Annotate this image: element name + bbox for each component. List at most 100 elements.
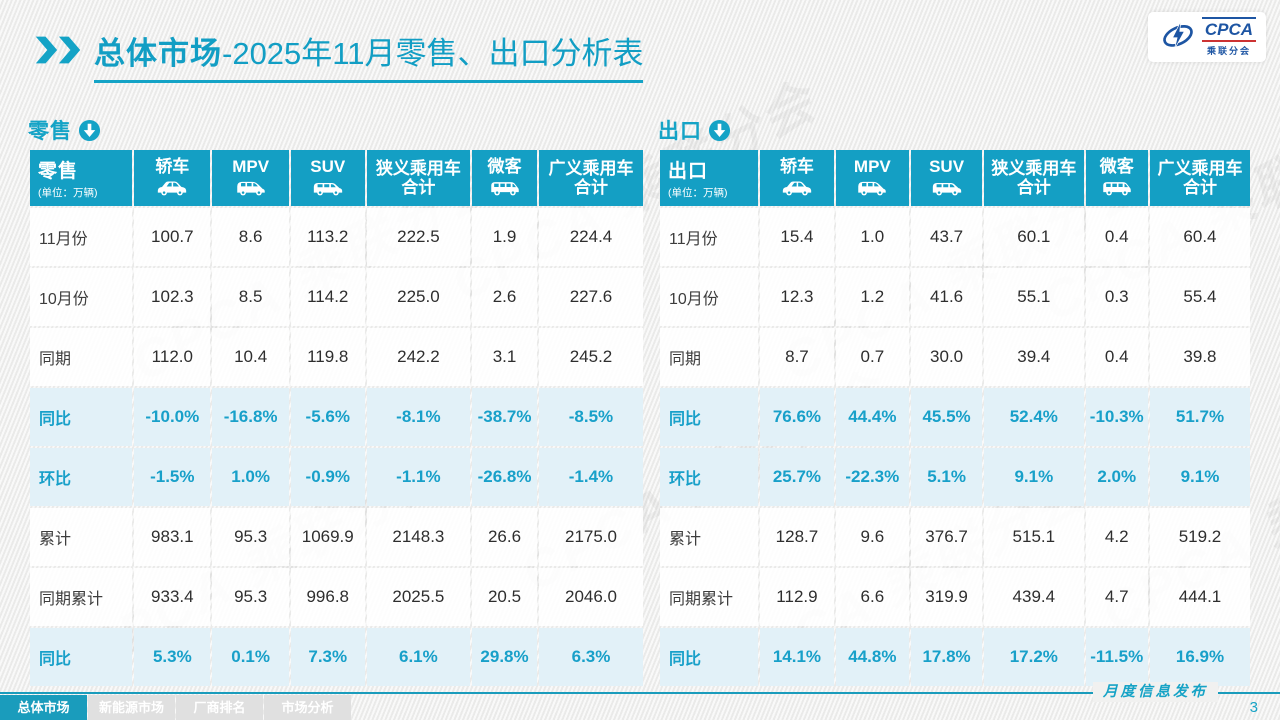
- value-cell: 2148.3: [366, 508, 471, 566]
- tab-nev-market[interactable]: 新能源市场: [88, 695, 175, 720]
- value-cell: 55.1: [984, 268, 1084, 326]
- value-cell: 45.5%: [911, 388, 983, 446]
- logo-text: CPCA: [1201, 17, 1257, 42]
- value-cell: -8.1%: [366, 388, 471, 446]
- double-chevron-icon: [34, 28, 82, 74]
- value-cell: -1.5%: [134, 448, 211, 506]
- value-cell: 15.4: [760, 208, 834, 266]
- value-cell: 39.8: [1149, 328, 1250, 386]
- value-cell: 2025.5: [366, 568, 471, 626]
- value-cell: 225.0: [366, 268, 471, 326]
- value-cell: 2046.0: [538, 568, 643, 626]
- value-cell: 6.3%: [538, 628, 643, 686]
- value-cell: 8.6: [212, 208, 289, 266]
- table-row: 同期累计 112.9 6.6 319.9 439.4 4.7 444.1: [660, 568, 1250, 626]
- value-cell: 76.6%: [760, 388, 834, 446]
- row-label: 同比: [660, 388, 759, 446]
- value-cell: 26.6: [472, 508, 537, 566]
- table-row: 同期累计 933.4 95.3 996.8 2025.5 20.5 2046.0: [30, 568, 643, 626]
- value-cell: 9.1%: [1149, 448, 1250, 506]
- value-cell: 242.2: [366, 328, 471, 386]
- table-header-row: 零售 (单位：万辆) 轿车 MPV SUV 狭义乘用车 合计 微客 广义乘用车 合计: [30, 150, 643, 206]
- bottom-nav: 总体市场 新能源市场 厂商排名 市场分析: [0, 695, 352, 720]
- column-header-microvan: 微客: [1085, 150, 1148, 206]
- value-cell: 0.7: [835, 328, 910, 386]
- value-cell: -5.6%: [290, 388, 365, 446]
- value-cell: 5.1%: [911, 448, 983, 506]
- row-label: 10月份: [30, 268, 133, 326]
- table-corner-cell: 出口 (单位：万辆): [660, 150, 759, 206]
- column-header-suv: SUV: [911, 150, 983, 206]
- table-row: 同期 112.0 10.4 119.8 242.2 3.1 245.2: [30, 328, 643, 386]
- export-section-label: 出口: [658, 120, 702, 143]
- row-label: 环比: [30, 448, 133, 506]
- value-cell: 113.2: [290, 208, 365, 266]
- value-cell: 52.4%: [984, 388, 1084, 446]
- value-cell: 983.1: [134, 508, 211, 566]
- value-cell: 128.7: [760, 508, 834, 566]
- row-label: 累计: [660, 508, 759, 566]
- value-cell: 6.6: [835, 568, 910, 626]
- value-cell: -16.8%: [212, 388, 289, 446]
- value-cell: 102.3: [134, 268, 211, 326]
- value-cell: -8.5%: [538, 388, 643, 446]
- value-cell: 7.3%: [290, 628, 365, 686]
- value-cell: 0.4: [1085, 208, 1148, 266]
- value-cell: 60.4: [1149, 208, 1250, 266]
- value-cell: 2.0%: [1085, 448, 1148, 506]
- value-cell: 4.2: [1085, 508, 1148, 566]
- table-row: 11月份 15.4 1.0 43.7 60.1 0.4 60.4: [660, 208, 1250, 266]
- table-row: 11月份 100.7 8.6 113.2 222.5 1.9 224.4: [30, 208, 643, 266]
- column-header-sedan: 轿车: [760, 150, 834, 206]
- value-cell: 1.2: [835, 268, 910, 326]
- row-label: 同期: [30, 328, 133, 386]
- microvan-icon: [1086, 178, 1148, 199]
- table-row: 同比 -10.0% -16.8% -5.6% -8.1% -38.7% -8.5%: [30, 388, 643, 446]
- mpv-icon: [212, 178, 288, 199]
- table-header-row: 出口 (单位：万辆) 轿车 MPV SUV 狭义乘用车 合计 微客 广义乘用车 合计: [660, 150, 1250, 206]
- sedan-icon: [134, 178, 210, 199]
- value-cell: 439.4: [984, 568, 1084, 626]
- value-cell: 17.8%: [911, 628, 983, 686]
- row-label: 同期累计: [30, 568, 133, 626]
- tab-market-analysis[interactable]: 市场分析: [264, 695, 351, 720]
- value-cell: 0.3: [1085, 268, 1148, 326]
- value-cell: 51.7%: [1149, 388, 1250, 446]
- table-row: 同比 5.3% 0.1% 7.3% 6.1% 29.8% 6.3%: [30, 628, 643, 686]
- export-section: 出口 出口 (单位：万辆) 轿车 MPV SUV 狭义乘用车 合计 微客 广义乘用车 合计 11月份…: [658, 112, 1252, 688]
- value-cell: -10.0%: [134, 388, 211, 446]
- value-cell: 515.1: [984, 508, 1084, 566]
- value-cell: 2.6: [472, 268, 537, 326]
- download-circle-icon: [78, 119, 101, 142]
- value-cell: 222.5: [366, 208, 471, 266]
- row-label: 11月份: [660, 208, 759, 266]
- row-label: 同期累计: [660, 568, 759, 626]
- value-cell: 1.0%: [212, 448, 289, 506]
- column-header-suv: SUV: [290, 150, 365, 206]
- value-cell: 12.3: [760, 268, 834, 326]
- value-cell: 2175.0: [538, 508, 643, 566]
- value-cell: 8.5: [212, 268, 289, 326]
- value-cell: 41.6: [911, 268, 983, 326]
- value-cell: 25.7%: [760, 448, 834, 506]
- retail-section-label: 零售: [28, 120, 72, 143]
- value-cell: 44.8%: [835, 628, 910, 686]
- table-row: 累计 983.1 95.3 1069.9 2148.3 26.6 2175.0: [30, 508, 643, 566]
- tab-overall-market[interactable]: 总体市场: [0, 695, 87, 720]
- value-cell: 8.7: [760, 328, 834, 386]
- value-cell: -11.5%: [1085, 628, 1148, 686]
- mpv-icon: [836, 178, 909, 199]
- value-cell: 20.5: [472, 568, 537, 626]
- value-cell: 6.1%: [366, 628, 471, 686]
- value-cell: 17.2%: [984, 628, 1084, 686]
- value-cell: 519.2: [1149, 508, 1250, 566]
- suv-icon: [291, 178, 365, 199]
- value-cell: 245.2: [538, 328, 643, 386]
- title-bold: 总体市场: [94, 36, 222, 71]
- value-cell: 376.7: [911, 508, 983, 566]
- publish-label: 月度信息发布: [1093, 682, 1218, 702]
- value-cell: -10.3%: [1085, 388, 1148, 446]
- value-cell: 100.7: [134, 208, 211, 266]
- tab-oem-ranking[interactable]: 厂商排名: [176, 695, 263, 720]
- logo-swoosh-icon: [1158, 17, 1198, 58]
